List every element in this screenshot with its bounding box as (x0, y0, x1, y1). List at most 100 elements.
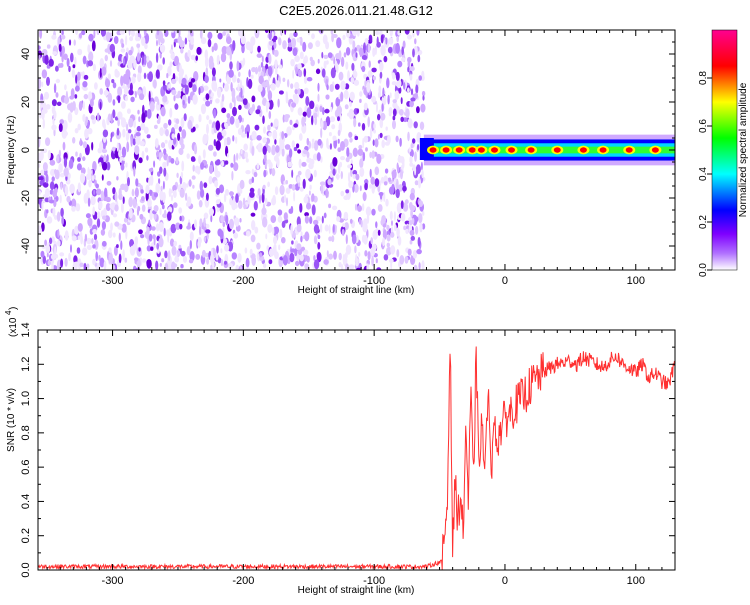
noise-speckle (215, 120, 221, 131)
noise-speckle (92, 258, 96, 266)
noise-speckle (363, 135, 369, 143)
noise-speckle (366, 81, 371, 93)
noise-speckle (343, 211, 349, 220)
noise-speckle (304, 231, 310, 242)
noise-speckle (190, 78, 196, 83)
noise-speckle (169, 61, 173, 68)
noise-speckle (383, 191, 386, 203)
noise-speckle (86, 263, 90, 269)
snr-y-axis: 0.0 0.2 0.4 0.6 0.8 1.0 1.2 1.4 (20, 322, 675, 578)
noise-speckle (403, 117, 408, 123)
noise-speckle (303, 68, 307, 77)
noise-speckle (390, 231, 395, 238)
noise-speckle (52, 118, 55, 126)
noise-speckle (164, 209, 167, 216)
y-tick-label: 0 (20, 147, 32, 153)
noise-speckle (407, 34, 412, 40)
noise-speckle (404, 220, 410, 225)
noise-speckle (297, 149, 302, 154)
noise-speckle (101, 66, 107, 76)
noise-speckle (305, 168, 311, 179)
noise-speckle (208, 208, 214, 216)
noise-speckle (267, 66, 273, 77)
noise-speckle (221, 160, 224, 167)
noise-speckle (42, 162, 48, 172)
noise-speckle (338, 71, 344, 81)
noise-speckle (167, 211, 172, 221)
noise-speckle (152, 234, 156, 240)
noise-speckle (91, 40, 96, 52)
noise-speckle (302, 150, 309, 155)
noise-speckle (140, 189, 144, 194)
noise-speckle (134, 145, 140, 155)
noise-speckle (278, 37, 282, 46)
noise-speckle (292, 47, 298, 56)
noise-speckle (296, 143, 300, 149)
noise-speckle (95, 183, 99, 189)
noise-speckle (127, 177, 130, 187)
noise-speckle (251, 176, 255, 183)
noise-speckle (306, 137, 310, 146)
signal-peak (527, 147, 535, 153)
noise-speckle (381, 95, 387, 106)
noise-speckle (146, 226, 150, 238)
noise-speckle (291, 37, 297, 48)
noise-speckle (125, 132, 129, 142)
noise-speckle (175, 94, 181, 99)
noise-speckle (317, 234, 321, 240)
noise-speckle (56, 211, 61, 222)
noise-speckle (163, 227, 166, 237)
figure-title: C2E5.2026.011.21.48.G12 (279, 3, 433, 18)
noise-speckle (410, 97, 416, 102)
noise-speckle (332, 168, 336, 176)
noise-speckle (331, 124, 336, 130)
noise-speckle (146, 55, 150, 63)
noise-speckle (187, 32, 191, 41)
noise-speckle (355, 258, 359, 263)
signal-peak (651, 147, 659, 153)
noise-speckle (326, 60, 329, 65)
noise-speckle (336, 98, 341, 104)
noise-speckle (38, 55, 41, 60)
noise-speckle (325, 188, 329, 199)
noise-speckle (41, 222, 45, 232)
noise-speckle (200, 103, 207, 115)
noise-speckle (254, 30, 260, 39)
noise-speckle (393, 224, 397, 232)
noise-speckle (44, 188, 51, 197)
noise-speckle (202, 149, 206, 159)
noise-speckle (396, 35, 400, 43)
noise-speckle (53, 83, 57, 94)
noise-speckle (262, 115, 265, 124)
noise-speckle (164, 250, 168, 259)
noise-speckle (133, 120, 137, 128)
noise-speckle (128, 30, 131, 36)
noise-speckle (372, 229, 378, 240)
noise-speckle (213, 108, 217, 119)
noise-speckle (186, 225, 192, 230)
noise-speckle (117, 111, 123, 120)
noise-speckle (100, 229, 106, 236)
noise-speckle (114, 204, 119, 212)
noise-speckle (358, 47, 364, 57)
noise-speckle (400, 97, 403, 105)
noise-speckle (178, 126, 182, 132)
noise-speckle (86, 244, 92, 250)
noise-speckle (235, 118, 240, 129)
noise-speckle (199, 218, 203, 228)
noise-speckle (109, 203, 115, 210)
noise-speckle (159, 166, 163, 174)
noise-speckle (82, 101, 86, 110)
noise-speckle (273, 118, 279, 127)
noise-speckle (382, 87, 385, 98)
y-tick-label: -20 (20, 190, 32, 206)
noise-speckle (363, 234, 368, 245)
noise-speckle (362, 221, 368, 233)
noise-speckle (264, 30, 269, 34)
noise-speckle (364, 38, 369, 45)
noise-speckle (190, 54, 197, 61)
noise-speckle (210, 214, 213, 223)
noise-speckle (353, 118, 357, 128)
noise-speckle (325, 94, 330, 100)
noise-speckle (142, 258, 147, 263)
